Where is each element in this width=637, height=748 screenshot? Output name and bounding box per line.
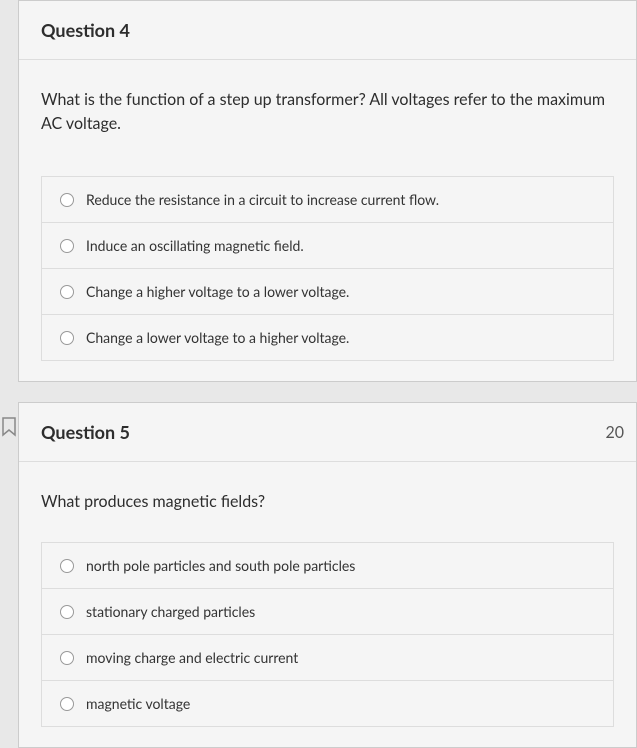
radio-icon[interactable] (60, 331, 74, 345)
question-5-wrapper: Question 5 20 What produces magnetic fie… (0, 402, 637, 748)
option-label: Change a lower voltage to a higher volta… (86, 329, 349, 346)
question-4-options: Reduce the resistance in a circuit to in… (41, 176, 614, 361)
option-row[interactable]: magnetic voltage (42, 681, 613, 726)
question-5-block: Question 5 20 What produces magnetic fie… (18, 402, 637, 748)
question-4-block: Question 4 What is the function of a ste… (18, 0, 637, 382)
option-row[interactable]: Change a lower voltage to a higher volta… (42, 315, 613, 360)
radio-icon[interactable] (60, 697, 74, 711)
option-label: Reduce the resistance in a circuit to in… (86, 191, 439, 208)
option-label: Change a higher voltage to a lower volta… (86, 283, 349, 300)
option-row[interactable]: stationary charged particles (42, 589, 613, 635)
question-5-body: What produces magnetic fields? north pol… (19, 462, 636, 747)
radio-icon[interactable] (60, 605, 74, 619)
question-4-body: What is the function of a step up transf… (19, 60, 636, 381)
radio-icon[interactable] (60, 285, 74, 299)
option-row[interactable]: Change a higher voltage to a lower volta… (42, 269, 613, 315)
option-label: moving charge and electric current (86, 649, 298, 666)
option-row[interactable]: north pole particles and south pole part… (42, 543, 613, 589)
option-row[interactable]: Reduce the resistance in a circuit to in… (42, 177, 613, 223)
radio-icon[interactable] (60, 239, 74, 253)
bookmark-icon[interactable] (0, 416, 18, 438)
question-5-points: 20 (605, 423, 624, 442)
radio-icon[interactable] (60, 193, 74, 207)
question-5-text: What produces magnetic fields? (41, 490, 614, 514)
option-label: Induce an oscillating magnetic field. (86, 237, 304, 254)
radio-icon[interactable] (60, 651, 74, 665)
question-5-header: Question 5 20 (19, 403, 636, 462)
option-label: north pole particles and south pole part… (86, 557, 355, 574)
question-4-header: Question 4 (19, 1, 636, 60)
option-row[interactable]: moving charge and electric current (42, 635, 613, 681)
question-4-text: What is the function of a step up transf… (41, 88, 614, 136)
question-5-options: north pole particles and south pole part… (41, 542, 614, 727)
radio-icon[interactable] (60, 559, 74, 573)
question-4-title: Question 4 (41, 19, 130, 41)
question-5-title: Question 5 (41, 421, 130, 443)
option-label: stationary charged particles (86, 603, 255, 620)
option-label: magnetic voltage (86, 695, 190, 712)
option-row[interactable]: Induce an oscillating magnetic field. (42, 223, 613, 269)
